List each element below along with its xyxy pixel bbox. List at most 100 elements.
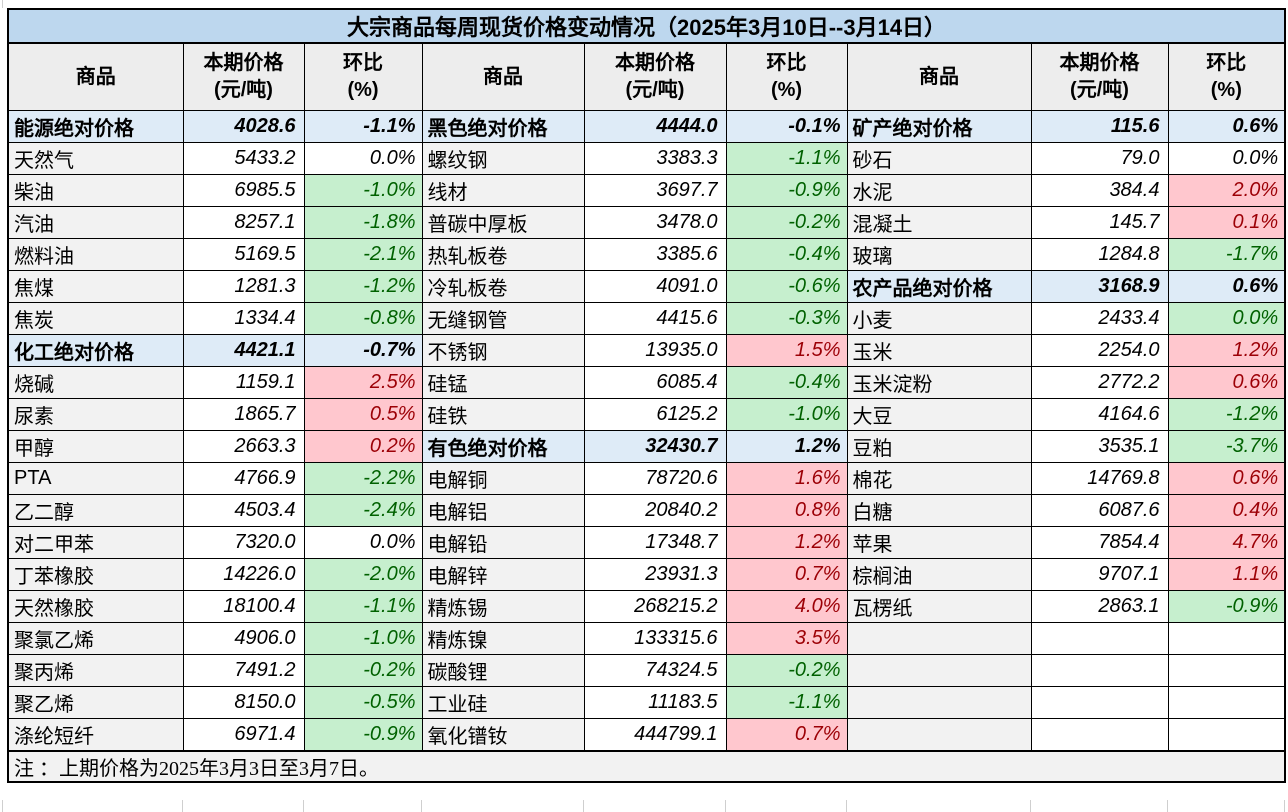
price-cell: 13935.0 xyxy=(583,334,727,367)
price-cell: 7854.4 xyxy=(1030,526,1169,559)
commodity-cell: 大豆 xyxy=(846,398,1032,431)
pct-cell: -0.6% xyxy=(725,270,848,303)
commodity-cell: 硅锰 xyxy=(421,366,585,399)
gridline-stub xyxy=(2,800,3,812)
pct-cell: 1.5% xyxy=(725,334,848,367)
commodity-cell: 农产品绝对价格 xyxy=(846,270,1032,303)
price-cell: 8150.0 xyxy=(182,686,305,719)
commodity-cell: 电解铝 xyxy=(421,494,585,527)
pct-cell: -2.1% xyxy=(303,238,423,271)
commodity-cell: 热轧板卷 xyxy=(421,238,585,271)
table-body: 能源绝对价格 4028.6 -1.1% 黑色绝对价格 4444.0 -0.1% 矿产绝对价格… xyxy=(7,110,1286,752)
price-cell: 14226.0 xyxy=(182,558,305,591)
price-cell: 1334.4 xyxy=(182,302,305,335)
commodity-cell: 聚氯乙烯 xyxy=(7,622,184,655)
price-cell: 4766.9 xyxy=(182,462,305,495)
table-row: 乙二醇 4503.4 -2.4% 电解铝 20840.2 0.8% 白糖 6087.6 0.4% xyxy=(7,494,1286,527)
price-cell: 18100.4 xyxy=(182,590,305,623)
pct-cell: 1.2% xyxy=(1167,334,1286,367)
price-cell: 145.7 xyxy=(1030,206,1169,239)
commodity-cell: 焦煤 xyxy=(7,270,184,303)
pct-cell: -0.9% xyxy=(303,718,423,752)
price-cell: 17348.7 xyxy=(583,526,727,559)
table-row: 烧碱 1159.1 2.5% 硅锰 6085.4 -0.4% 玉米淀粉 2772.2 0.6% xyxy=(7,366,1286,399)
table-row: 能源绝对价格 4028.6 -1.1% 黑色绝对价格 4444.0 -0.1% 矿产绝对价格… xyxy=(7,110,1286,143)
price-cell: 74324.5 xyxy=(583,654,727,687)
pct-cell: -1.0% xyxy=(303,622,423,655)
commodity-cell: 水泥 xyxy=(846,174,1032,207)
pct-cell: 0.2% xyxy=(303,430,423,463)
commodity-cell: 乙二醇 xyxy=(7,494,184,527)
gridline-stub xyxy=(583,800,584,812)
pct-cell: -0.3% xyxy=(725,302,848,335)
price-cell: 4906.0 xyxy=(182,622,305,655)
pct-cell: -3.7% xyxy=(1167,430,1286,463)
price-cell: 3385.6 xyxy=(583,238,727,271)
price-cell: 268215.2 xyxy=(583,590,727,623)
pct-cell: 1.1% xyxy=(1167,558,1286,591)
commodity-cell xyxy=(846,686,1032,719)
commodity-cell: 线材 xyxy=(421,174,585,207)
pct-cell: 0.6% xyxy=(1167,110,1286,143)
commodity-cell: 棉花 xyxy=(846,462,1032,495)
table-row: 丁苯橡胶 14226.0 -2.0% 电解锌 23931.3 0.7% 棕榈油 9707.1 1… xyxy=(7,558,1286,591)
commodity-cell: 燃料油 xyxy=(7,238,184,271)
price-cell: 444799.1 xyxy=(583,718,727,752)
price-cell: 6087.6 xyxy=(1030,494,1169,527)
price-cell: 23931.3 xyxy=(583,558,727,591)
price-cell: 115.6 xyxy=(1030,110,1169,143)
table-row: 天然橡胶 18100.4 -1.1% 精炼锡 268215.2 4.0% 瓦楞纸 2863.1… xyxy=(7,590,1286,623)
price-cell: 1281.3 xyxy=(182,270,305,303)
column-header-pct: 环比 (%) xyxy=(1167,42,1286,111)
pct-cell: -0.8% xyxy=(303,302,423,335)
pct-cell: -0.4% xyxy=(725,366,848,399)
commodity-price-table: 大宗商品每周现货价格变动情况（2025年3月10日--3月14日） 商品 本期价… xyxy=(7,8,1287,783)
commodity-cell: 普碳中厚板 xyxy=(421,206,585,239)
commodity-cell: 无缝钢管 xyxy=(421,302,585,335)
pct-cell: -0.2% xyxy=(725,206,848,239)
pct-cell: -2.0% xyxy=(303,558,423,591)
table-row: 对二甲苯 7320.0 0.0% 电解铅 17348.7 1.2% 苹果 7854.4 4.7% xyxy=(7,526,1286,559)
pct-cell: -1.0% xyxy=(725,398,848,431)
commodity-cell xyxy=(846,718,1032,752)
commodity-cell: 不锈钢 xyxy=(421,334,585,367)
gridline-stub xyxy=(421,800,422,812)
commodity-cell: 涤纶短纤 xyxy=(7,718,184,752)
price-cell: 32430.7 xyxy=(583,430,727,463)
column-header-commodity: 商品 xyxy=(846,42,1032,111)
commodity-cell: 精炼镍 xyxy=(421,622,585,655)
commodity-cell: PTA xyxy=(7,462,184,495)
pct-cell: 0.7% xyxy=(725,718,848,752)
pct-cell: -0.2% xyxy=(725,654,848,687)
price-cell: 6971.4 xyxy=(182,718,305,752)
price-cell xyxy=(1030,654,1169,687)
table-row: 柴油 6985.5 -1.0% 线材 3697.7 -0.9% 水泥 384.4 2.0% xyxy=(7,174,1286,207)
price-cell: 1865.7 xyxy=(182,398,305,431)
pct-cell: -0.9% xyxy=(725,174,848,207)
commodity-cell: 能源绝对价格 xyxy=(7,110,184,143)
commodity-cell: 工业硅 xyxy=(421,686,585,719)
table-row: 焦煤 1281.3 -1.2% 冷轧板卷 4091.0 -0.6% 农产品绝对价格 3168.… xyxy=(7,270,1286,303)
pct-cell: -1.2% xyxy=(1167,398,1286,431)
table-row: 聚丙烯 7491.2 -0.2% 碳酸锂 74324.5 -0.2% xyxy=(7,654,1286,687)
price-cell: 5433.2 xyxy=(182,142,305,175)
column-header-commodity: 商品 xyxy=(7,42,184,111)
commodity-cell: 螺纹钢 xyxy=(421,142,585,175)
commodity-cell: 棕榈油 xyxy=(846,558,1032,591)
price-cell: 4164.6 xyxy=(1030,398,1169,431)
pct-cell: -1.8% xyxy=(303,206,423,239)
price-cell: 14769.8 xyxy=(1030,462,1169,495)
pct-cell: -0.7% xyxy=(303,334,423,367)
commodity-cell: 聚丙烯 xyxy=(7,654,184,687)
commodity-cell: 电解锌 xyxy=(421,558,585,591)
commodity-cell: 甲醇 xyxy=(7,430,184,463)
price-cell: 4444.0 xyxy=(583,110,727,143)
pct-cell: 1.2% xyxy=(725,430,848,463)
gridline-stub xyxy=(182,800,183,812)
gridline-stub xyxy=(846,800,847,812)
commodity-cell: 烧碱 xyxy=(7,366,184,399)
commodity-cell: 玉米 xyxy=(846,334,1032,367)
table-row: 聚乙烯 8150.0 -0.5% 工业硅 11183.5 -1.1% xyxy=(7,686,1286,719)
table-row: 汽油 8257.1 -1.8% 普碳中厚板 3478.0 -0.2% 混凝土 145.7 0.1… xyxy=(7,206,1286,239)
price-cell: 3168.9 xyxy=(1030,270,1169,303)
